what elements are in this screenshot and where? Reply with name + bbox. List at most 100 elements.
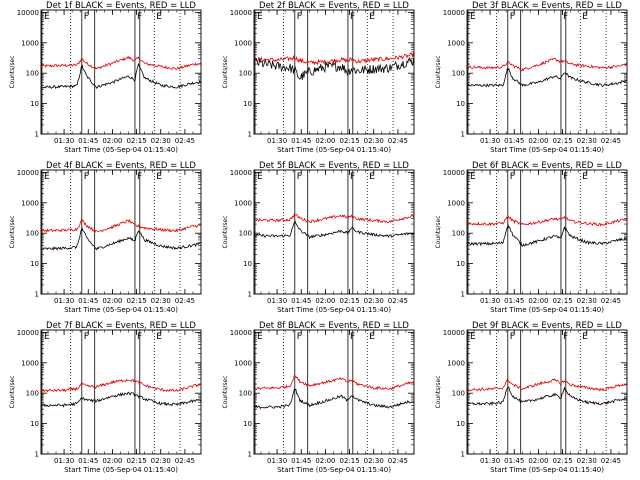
y-tick-label: 1 [35,291,39,299]
x-tick-label: 01:30 [54,297,74,305]
x-axis-label: Start Time (05-Sep-04 01:15:40) [490,466,604,474]
y-tick-label: 1000 [21,199,39,207]
y-tick-label: 1 [461,451,465,459]
x-tick-label: 02:45 [388,457,408,465]
chart-title: Det 5f BLACK = Events, RED = LLD [259,161,409,171]
y-tick-label: 1 [248,291,252,299]
x-tick-label: 01:45 [78,457,98,465]
marker-label: E [44,12,50,22]
y-tick-label: 10000 [17,329,39,337]
x-tick-label: 02:30 [151,137,171,145]
x-axis-label: Start Time (05-Sep-04 01:15:40) [64,466,178,474]
marker-label: E [369,12,375,22]
chart-title: Det 1f BLACK = Events, RED = LLD [46,1,196,11]
lld-series-line [253,52,414,66]
y-tick-label: 1 [248,131,252,139]
x-axis-label: Start Time (05-Sep-04 01:15:40) [277,306,391,314]
x-tick-label: 01:45 [504,297,524,305]
chart-panel-8: Det 8f BLACK = Events, RED = LLD Counts/s… [222,321,415,474]
x-tick-label: 01:30 [480,457,500,465]
x-tick-label: 01:30 [54,137,74,145]
marker-label: E [156,332,162,342]
marker-label: E [44,172,50,182]
y-tick-label: 10 [243,260,252,268]
x-tick-label: 02:30 [577,457,597,465]
x-tick-label: 01:30 [267,457,287,465]
x-axis-label: Start Time (05-Sep-04 01:15:40) [277,466,391,474]
x-tick-label: 02:45 [601,457,621,465]
y-tick-label: 10000 [230,9,252,17]
plot-frame [466,169,628,295]
x-tick-label: 02:45 [175,297,195,305]
marker-label: E [257,12,263,22]
chart-title: Det 3f BLACK = Events, RED = LLD [472,1,622,11]
x-tick-label: 01:30 [54,457,74,465]
marker-label: E [44,332,50,342]
x-tick-label: 02:45 [601,137,621,145]
marker-label: E [470,172,476,182]
y-tick-label: 1 [461,291,465,299]
y-tick-label: 1000 [21,39,39,47]
y-tick-label: 1 [248,451,252,459]
marker-label: E [582,172,588,182]
x-tick-label: 02:30 [364,457,384,465]
marker-label: F [84,12,89,22]
y-tick-label: 10 [30,260,39,268]
marker-label: E [257,332,263,342]
chart-panel-2: Det 2f BLACK = Events, RED = LLD Counts/s… [222,1,415,154]
events-series-line [253,388,414,410]
y-tick-label: 100 [26,70,39,78]
x-tick-label: 01:30 [480,297,500,305]
x-tick-label: 01:45 [291,297,311,305]
x-tick-label: 02:45 [175,137,195,145]
x-axis-label: Start Time (05-Sep-04 01:15:40) [490,306,604,314]
x-tick-label: 01:45 [291,457,311,465]
y-tick-label: 100 [239,390,252,398]
x-axis-label: Start Time (05-Sep-04 01:15:40) [490,146,604,154]
plot-frame [466,329,628,455]
x-tick-label: 01:30 [480,137,500,145]
x-tick-label: 01:45 [504,137,524,145]
y-tick-label: 100 [26,230,39,238]
chart-title: Det 6f BLACK = Events, RED = LLD [472,161,622,171]
marker-label: F [510,332,515,342]
lld-series-line [253,374,414,391]
events-series-line [466,67,627,88]
events-series-line [40,227,201,251]
chart-title: Det 8f BLACK = Events, RED = LLD [259,321,409,331]
x-tick-label: 02:00 [102,137,122,145]
marker-label: E [257,172,263,182]
x-tick-label: 01:45 [78,297,98,305]
y-axis-label: Counts/sec [222,55,229,88]
x-tick-label: 02:15 [339,137,359,145]
y-tick-label: 1000 [447,39,465,47]
lld-series-line [466,378,627,392]
plot-frame [40,169,202,295]
y-tick-label: 10000 [443,9,465,17]
x-tick-label: 02:30 [151,457,171,465]
chart-title: Det 4f BLACK = Events, RED = LLD [46,161,196,171]
x-axis-label: Start Time (05-Sep-04 01:15:40) [64,306,178,314]
y-tick-label: 100 [239,70,252,78]
events-series-line [466,223,627,247]
x-tick-label: 02:15 [126,457,146,465]
marker-label: F [297,332,302,342]
y-tick-label: 100 [452,70,465,78]
plot-frame [40,329,202,455]
plot-frame [466,9,628,135]
y-tick-label: 1 [35,131,39,139]
chart-panel-7: Det 7f BLACK = Events, RED = LLD Counts/s… [9,321,202,474]
events-series-line [253,220,414,240]
events-series-line [40,391,201,408]
y-tick-label: 1 [35,451,39,459]
y-tick-label: 10000 [17,169,39,177]
y-tick-label: 100 [452,230,465,238]
lld-series-line [40,219,201,234]
y-tick-label: 10 [243,420,252,428]
chart-title: Det 7f BLACK = Events, RED = LLD [46,321,196,331]
x-tick-label: 01:45 [78,137,98,145]
x-tick-label: 02:15 [339,297,359,305]
plot-frame [253,329,415,455]
x-tick-label: 01:45 [504,457,524,465]
